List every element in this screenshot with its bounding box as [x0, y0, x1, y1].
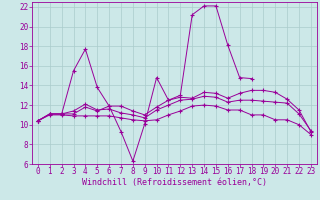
- X-axis label: Windchill (Refroidissement éolien,°C): Windchill (Refroidissement éolien,°C): [82, 178, 267, 187]
